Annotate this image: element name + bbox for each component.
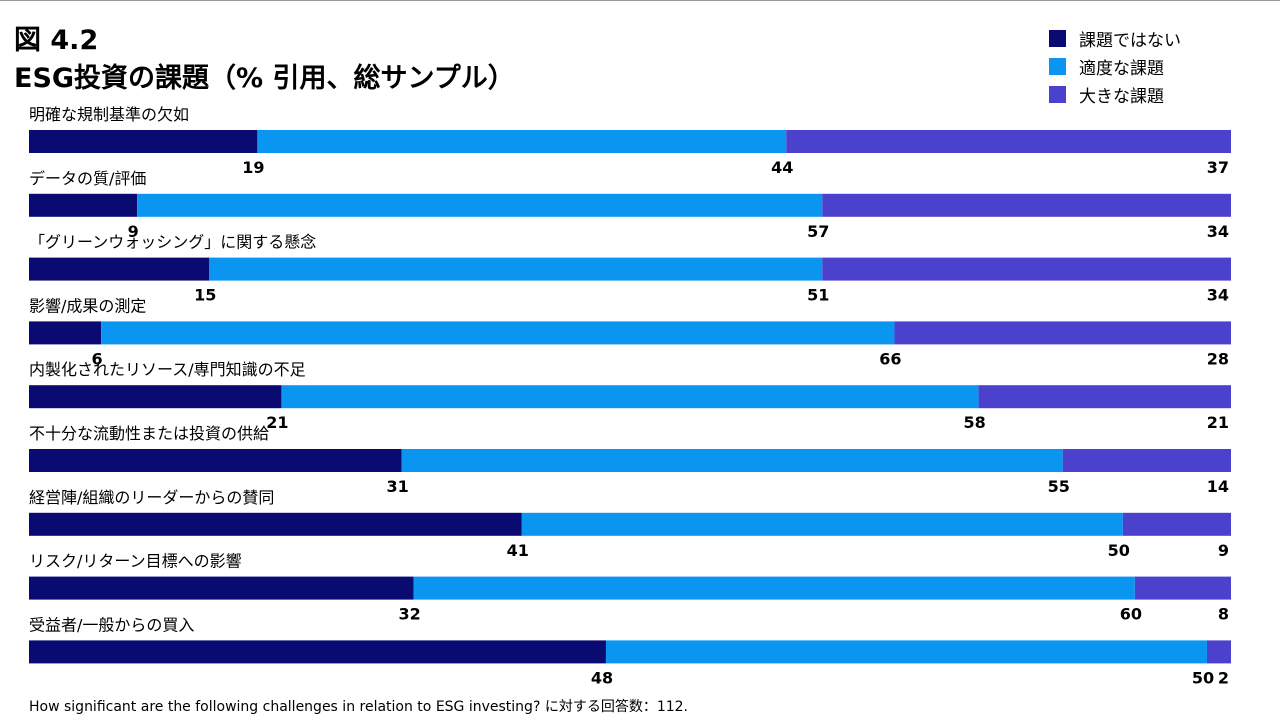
bar-segment [978, 385, 1231, 409]
legend-label-major-challenge: 大きな課題 [1079, 86, 1164, 107]
bar-segment [137, 193, 823, 217]
bar-segment [786, 130, 1231, 153]
category-label: 影響/成果の測定 [29, 296, 146, 315]
legend-label-moderate-challenge: 適度な課題 [1079, 58, 1164, 79]
data-label: 48 [591, 668, 613, 687]
data-label: 58 [963, 413, 985, 432]
bar-segment [281, 385, 979, 409]
bar-segment [209, 257, 823, 281]
bar-segment [101, 321, 895, 345]
data-label: 66 [879, 349, 901, 368]
bar-segment [822, 257, 1231, 281]
legend-swatch-not-challenge [1049, 29, 1066, 47]
category-label: 内製化されたリソース/専門知識の不足 [29, 360, 306, 379]
data-label: 60 [1120, 605, 1142, 624]
category-label: データの質/評価 [29, 169, 146, 188]
bar-segment [29, 640, 606, 664]
data-label: 21 [266, 413, 288, 432]
category-label: 不十分な流動性または投資の供給 [29, 424, 269, 443]
data-label: 50 [1108, 541, 1130, 560]
data-label: 55 [1048, 477, 1070, 496]
bar-segment [257, 130, 787, 153]
category-label: 経営陣/組織のリーダーからの賛同 [29, 488, 274, 507]
bar-segment [29, 193, 138, 217]
data-label: 51 [807, 286, 829, 305]
footnote: How significant are the following challe… [29, 699, 688, 715]
data-label: 8 [1218, 605, 1229, 624]
bar-segment [29, 257, 210, 281]
bar-segment [822, 193, 1231, 217]
legend-item-major-challenge: 大きな課題 [1049, 80, 1181, 108]
data-label: 15 [194, 286, 216, 305]
data-label: 41 [507, 541, 529, 560]
bar-segment [29, 449, 402, 472]
top-rule [0, 0, 1280, 1]
bar-segment [401, 449, 1063, 472]
bar-segment [894, 321, 1231, 345]
legend-label-not-challenge: 課題ではない [1079, 30, 1181, 51]
bar-segment [29, 321, 102, 345]
legend-swatch-major-challenge [1049, 85, 1066, 103]
data-label: 6 [92, 349, 103, 368]
category-label: リスク/リターン目標への影響 [29, 552, 242, 571]
data-label: 34 [1207, 286, 1229, 305]
legend-item-moderate-challenge: 適度な課題 [1049, 52, 1181, 80]
data-label: 31 [386, 477, 408, 496]
data-label: 9 [1218, 541, 1229, 560]
category-label: 「グリーンウォッシング」に関する懸念 [29, 233, 316, 252]
legend-item-not-challenge: 課題ではない [1049, 24, 1181, 52]
data-label: 57 [807, 222, 829, 241]
bar-segment [521, 512, 1123, 536]
bar-segment [29, 385, 282, 409]
bar-segment [413, 576, 1135, 600]
data-label: 9 [128, 222, 139, 241]
bar-segment [1134, 576, 1231, 600]
bar-segment [605, 640, 1207, 664]
data-label: 50 [1192, 668, 1214, 687]
data-label: 2 [1218, 668, 1229, 687]
bar-segment [1206, 640, 1231, 664]
data-label: 37 [1207, 158, 1229, 177]
data-label: 28 [1207, 349, 1229, 368]
legend-swatch-moderate-challenge [1049, 57, 1066, 75]
bar-segment [29, 576, 414, 600]
bar-segment [1122, 512, 1231, 536]
data-label: 34 [1207, 222, 1229, 241]
data-label: 21 [1207, 413, 1229, 432]
category-label: 明確な規制基準の欠如 [29, 105, 189, 124]
chart-title: ESG投資の課題（% 引用、総サンプル） [14, 63, 515, 94]
legend: 課題ではない 適度な課題 大きな課題 [1049, 24, 1181, 108]
figure-number: 図 4.2 [14, 25, 99, 56]
category-label: 受益者/一般からの買入 [29, 615, 194, 634]
bar-segment [29, 512, 522, 536]
bar-segment [29, 130, 258, 153]
data-label: 19 [242, 158, 264, 177]
data-label: 44 [771, 158, 793, 177]
bar-segment [1062, 449, 1231, 472]
data-label: 14 [1207, 477, 1229, 496]
data-label: 32 [399, 605, 421, 624]
